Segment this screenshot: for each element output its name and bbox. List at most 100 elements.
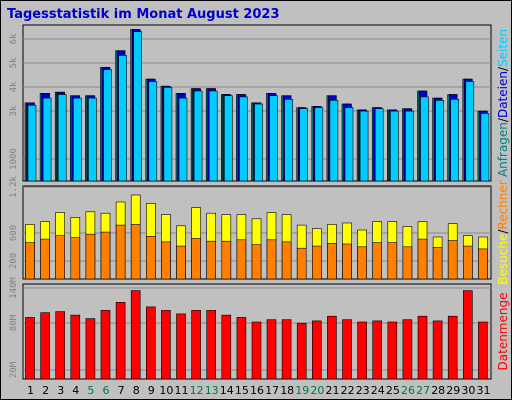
bar-datenmenge-day-15 [236, 317, 247, 380]
bar-datenmenge-day-21 [327, 315, 337, 380]
bar-datenmenge-day-11 [176, 313, 186, 380]
legend-visits: Besuche/Rechner [496, 180, 510, 284]
y-tick-label: 140M [9, 277, 19, 299]
legend-entry: Rechner [496, 180, 510, 229]
bar-datenmenge-day-10 [161, 310, 171, 380]
bar-seiten-day-19 [299, 108, 309, 182]
bar-seiten-day-9 [148, 81, 158, 182]
bar-rechner-day-17 [266, 239, 277, 280]
bar-seiten-day-18 [284, 99, 293, 182]
bar-rechner-day-23 [357, 246, 367, 280]
bar-rechner-day-13 [206, 240, 216, 280]
y-tick-label: 3k [9, 105, 19, 116]
x-tick-label: 10 [159, 384, 173, 397]
bar-rechner-day-31 [478, 248, 488, 280]
bar-datenmenge-day-24 [372, 320, 383, 380]
bar-seiten-day-1 [27, 104, 37, 182]
bar-datenmenge-day-12 [191, 310, 201, 380]
bar-seiten-day-13 [208, 90, 218, 182]
bar-datenmenge-day-25 [387, 321, 398, 380]
x-tick-label: 14 [220, 384, 234, 397]
x-tick-label: 24 [371, 384, 385, 397]
bar-datenmenge-day-6 [100, 310, 111, 380]
bar-datenmenge-day-3 [55, 311, 66, 380]
bar-seiten-day-22 [344, 107, 354, 182]
y-tick-label: 20M [9, 361, 19, 378]
bar-seiten-day-6 [103, 69, 112, 182]
x-tick-label: 6 [103, 384, 110, 397]
bar-seiten-day-29 [450, 99, 460, 182]
x-tick-label: 26 [401, 384, 415, 397]
bar-datenmenge-day-16 [251, 321, 262, 380]
bar-datenmenge-day-8 [130, 290, 141, 380]
bar-datenmenge-day-13 [206, 310, 216, 380]
bar-seiten-day-15 [239, 96, 248, 182]
x-tick-label: 2 [42, 384, 49, 397]
bar-datenmenge-day-30 [462, 290, 473, 380]
bar-rechner-day-28 [432, 247, 443, 280]
bar-seiten-day-26 [405, 110, 414, 182]
y-tick-label: 4k [9, 81, 19, 92]
bar-seiten-day-8 [133, 31, 142, 182]
bar-seiten-day-12 [193, 90, 203, 182]
x-tick-label: 5 [87, 384, 94, 397]
bar-rechner-day-9 [146, 236, 156, 280]
bar-rechner-day-3 [55, 235, 66, 280]
bar-datenmenge-day-17 [266, 319, 277, 380]
x-tick-label: 1 [27, 384, 34, 397]
bar-seiten-day-7 [118, 55, 127, 182]
y-tick-label: 600 [9, 225, 19, 241]
x-tick-label: 19 [295, 384, 309, 397]
bar-rechner-day-16 [251, 244, 262, 280]
legend-entry: Datenmenge [496, 293, 510, 371]
bar-seiten-day-4 [73, 97, 82, 182]
bar-rechner-day-14 [221, 240, 232, 280]
x-tick-label: 30 [461, 384, 475, 397]
x-tick-label: 16 [250, 384, 264, 397]
bar-seiten-day-17 [269, 95, 278, 182]
bar-seiten-day-14 [224, 95, 233, 182]
legend-entry: / [496, 229, 510, 234]
y-tick-label: 200 [9, 253, 19, 269]
y-tick-label: 1000 [9, 148, 19, 170]
bar-rechner-day-2 [40, 238, 50, 280]
legend-traffic: Datenmenge [496, 293, 510, 371]
bar-seiten-day-23 [359, 110, 369, 182]
x-tick-label: 23 [356, 384, 370, 397]
legend-entry: Anfragen [496, 122, 510, 177]
bar-datenmenge-day-28 [432, 320, 443, 380]
bar-datenmenge-day-4 [70, 314, 81, 380]
bar-seiten-day-2 [42, 97, 52, 182]
bar-rechner-day-1 [25, 242, 35, 280]
bar-rechner-day-7 [115, 224, 126, 280]
legend-entry: Besuche [496, 234, 510, 285]
bar-rechner-day-6 [100, 231, 111, 280]
x-tick-label: 9 [148, 384, 155, 397]
legend-entry: Seiten [496, 29, 510, 67]
bar-rechner-day-25 [387, 242, 398, 280]
bar-seiten-day-25 [389, 110, 399, 182]
bar-datenmenge-day-20 [311, 320, 322, 380]
bar-rechner-day-22 [342, 243, 352, 280]
bar-rechner-day-26 [402, 246, 413, 280]
bar-seiten-day-24 [374, 108, 384, 182]
x-tick-label: 20 [310, 384, 324, 397]
y-tick-label: 1.2k [9, 176, 19, 198]
x-tick-label: 28 [431, 384, 445, 397]
bar-datenmenge-day-7 [115, 301, 126, 380]
bar-seiten-day-11 [178, 97, 188, 182]
bar-seiten-day-20 [314, 107, 324, 182]
chart-title: Tagesstatistik im Monat August 2023 [7, 7, 280, 22]
bar-seiten-day-10 [163, 87, 173, 182]
bar-seiten-day-5 [88, 97, 97, 182]
y-tick-label: 80M [9, 314, 19, 331]
y-tick-label: 6k [9, 33, 19, 44]
bar-datenmenge-day-23 [357, 321, 367, 380]
bar-rechner-day-24 [372, 242, 383, 280]
x-tick-label: 13 [205, 384, 219, 397]
bar-seiten-day-27 [420, 96, 429, 182]
bar-datenmenge-day-14 [221, 314, 232, 380]
bar-datenmenge-day-19 [296, 322, 307, 380]
bar-rechner-day-30 [462, 245, 473, 280]
